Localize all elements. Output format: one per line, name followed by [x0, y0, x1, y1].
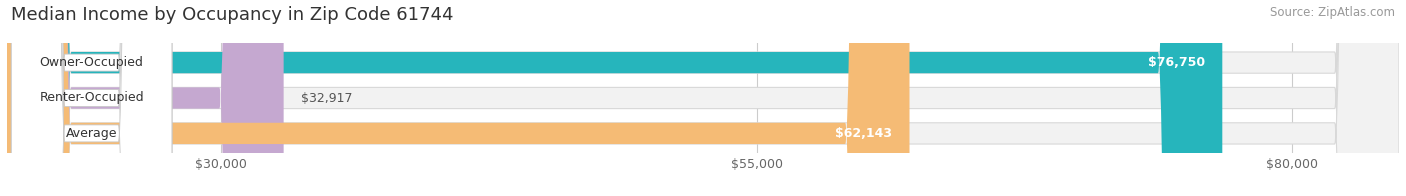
Text: Owner-Occupied: Owner-Occupied: [39, 56, 143, 69]
FancyBboxPatch shape: [11, 0, 172, 196]
FancyBboxPatch shape: [7, 0, 1399, 196]
FancyBboxPatch shape: [7, 0, 910, 196]
FancyBboxPatch shape: [11, 0, 172, 196]
Text: Renter-Occupied: Renter-Occupied: [39, 92, 143, 104]
Text: $76,750: $76,750: [1149, 56, 1205, 69]
FancyBboxPatch shape: [7, 0, 1222, 196]
Text: $62,143: $62,143: [835, 127, 893, 140]
Text: Average: Average: [66, 127, 117, 140]
Text: Source: ZipAtlas.com: Source: ZipAtlas.com: [1270, 6, 1395, 19]
FancyBboxPatch shape: [7, 0, 1399, 196]
FancyBboxPatch shape: [11, 0, 172, 196]
FancyBboxPatch shape: [7, 0, 284, 196]
FancyBboxPatch shape: [7, 0, 1399, 196]
Text: $32,917: $32,917: [301, 92, 353, 104]
Text: Median Income by Occupancy in Zip Code 61744: Median Income by Occupancy in Zip Code 6…: [11, 6, 454, 24]
